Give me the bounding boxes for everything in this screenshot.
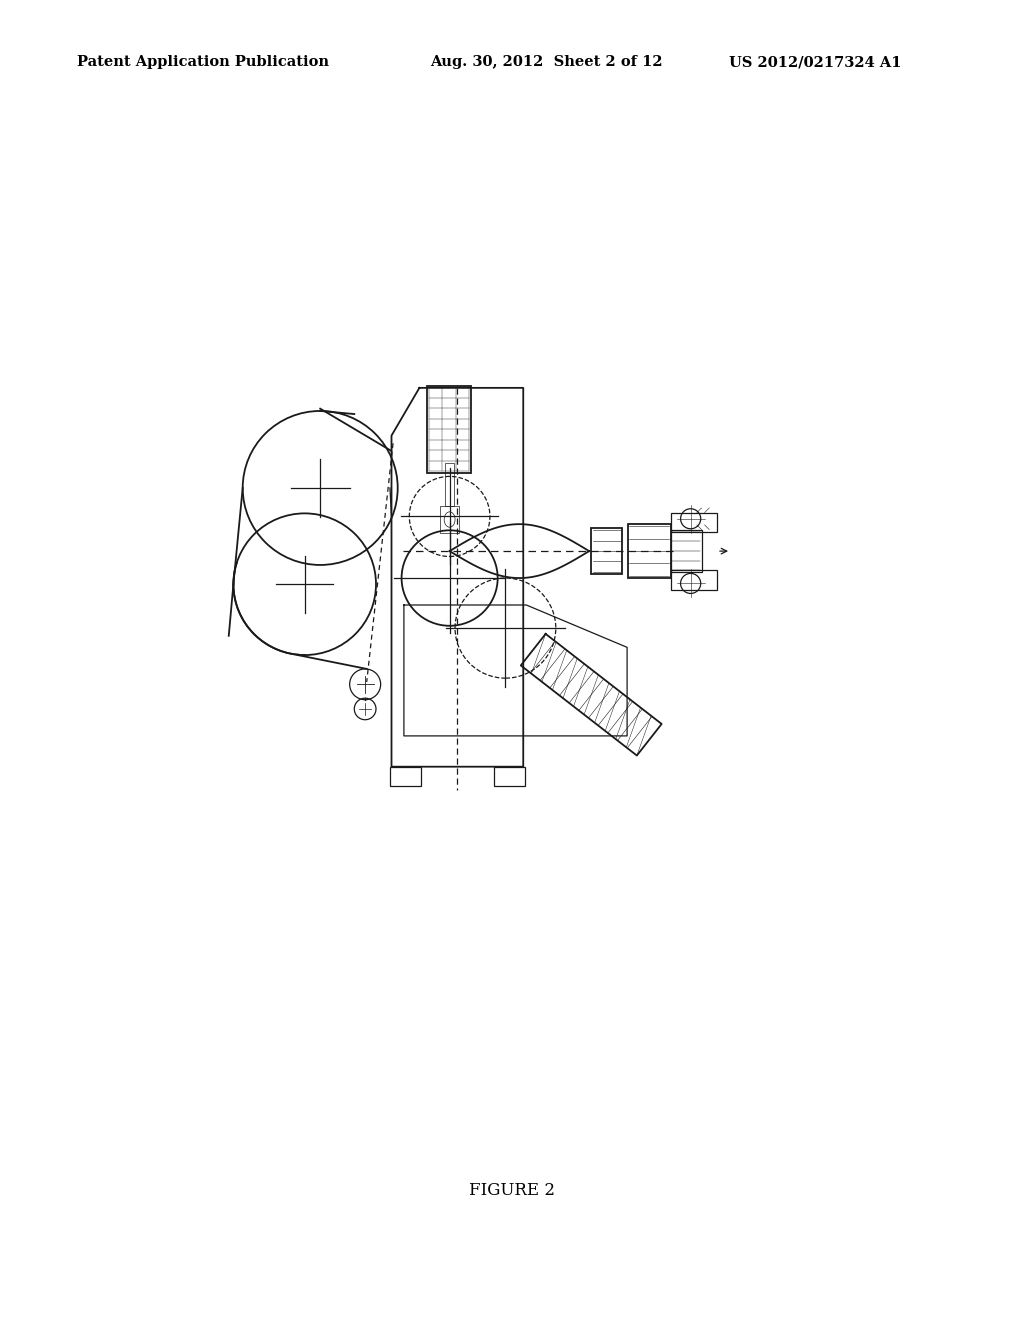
Bar [440,506,459,533]
Bar [494,767,524,785]
Bar [671,512,717,532]
Bar [390,767,421,785]
Text: FIGURE 2: FIGURE 2 [469,1181,555,1199]
Text: US 2012/0217324 A1: US 2012/0217324 A1 [729,55,901,70]
Text: Aug. 30, 2012  Sheet 2 of 12: Aug. 30, 2012 Sheet 2 of 12 [430,55,663,70]
Bar [628,524,671,578]
Bar [671,570,717,590]
Bar [592,528,623,574]
Bar [427,385,471,473]
Text: Patent Application Publication: Patent Application Publication [77,55,329,70]
Bar [671,531,701,572]
Bar [445,463,455,506]
